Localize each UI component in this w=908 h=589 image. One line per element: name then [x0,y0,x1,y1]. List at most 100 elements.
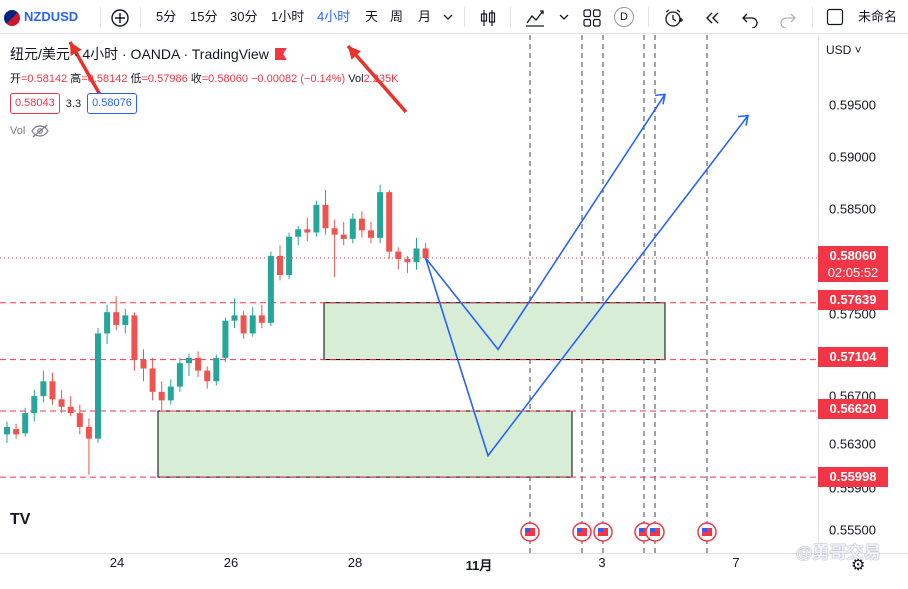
interval-1d[interactable]: 天 [365,9,379,24]
top-toolbar: NZDUSD 5分 15分 30分 1小时 4小时 天 周 月 D 未命名 [0,0,908,34]
candle-body [358,218,365,231]
interval-30m[interactable]: 30分 [230,9,258,24]
current-price: 0.58060 [829,248,877,263]
us-flag-canton [598,528,603,532]
us-flag-canton [702,528,707,532]
settings-gear-icon[interactable]: ⚙ [851,557,866,574]
candle-body [31,396,38,414]
x-tick: 3 [598,555,606,570]
candle-body [231,315,238,321]
templates-icon[interactable] [582,0,602,34]
candle-body [4,426,10,435]
projection-path [424,115,749,458]
x-tick: 28 [347,555,363,570]
layout-name[interactable]: 未命名 [858,9,898,24]
divider [100,7,101,27]
interval-5m[interactable]: 5分 [156,9,177,24]
candle-body [140,360,147,369]
divider [510,7,511,27]
candle-body [113,312,120,325]
interval-1w[interactable]: 周 [390,9,404,24]
candle-body [58,399,65,407]
price-chart[interactable] [0,35,818,553]
candle-body [422,248,429,258]
projection-path [424,93,666,351]
candle-body [322,204,329,229]
currency-label: USD [826,43,852,57]
candle-body [40,381,47,397]
eye-off-icon[interactable] [31,124,49,138]
redo-icon[interactable] [778,0,798,34]
low-label: 低 [130,73,142,85]
candle-body [85,426,92,439]
candle-body [204,370,211,382]
replay-icon[interactable] [702,0,722,34]
y-tick: 0.58500 [829,201,876,217]
candle-body [222,320,229,358]
ohlc-values: 开=0.58142 高=0.58142 低=0.57986 收=0.58060 … [10,70,398,86]
us-flag-canton [639,528,644,532]
candle-body [413,248,420,263]
candle-body [67,406,74,414]
spread-value: 3.3 [65,97,82,110]
chevron-down-icon[interactable] [558,0,570,34]
candle-body [249,315,256,334]
volume-indicator-legend: Vol [10,124,49,138]
candle-body [340,234,347,239]
currency-selector[interactable]: USD ˅ [826,43,862,57]
us-flag-canton [525,528,530,532]
chart-legend: 纽元/美元 · 4小时 · OANDA · TradingView [10,44,287,64]
level-tag: 0.57104 [818,347,888,367]
d-badge[interactable]: D [614,7,634,27]
compare-add-icon[interactable] [110,0,130,34]
divider [812,7,813,27]
annotation-arrow-interval [346,44,408,114]
candle-type-icon[interactable] [478,0,498,34]
us-flag-canton [650,528,655,532]
candle-body [295,229,302,237]
legend-title[interactable]: 纽元/美元 · 4小时 · OANDA · TradingView [10,46,269,62]
alert-clock-icon[interactable] [662,0,684,34]
us-flag-canton [577,528,582,532]
x-tick: 11月 [465,558,493,573]
interval-1h[interactable]: 1小时 [271,9,305,24]
interval-4h[interactable]: 4小时 [317,9,351,24]
divider [648,7,649,27]
undo-icon[interactable] [740,0,760,34]
candle-body [286,236,293,275]
buy-button[interactable]: 0.58076 [87,93,137,114]
flag-icon[interactable] [274,48,287,60]
trade-buttons: 0.58043 3.3 0.58076 [10,93,137,114]
sell-button[interactable]: 0.58043 [10,93,60,114]
interval-1mo[interactable]: 月 [418,9,432,24]
x-tick: 7 [732,555,740,570]
candle-body [313,204,320,233]
annotation-arrow-interval-head [348,46,362,60]
watermark: @勇哥交易 [796,543,881,562]
demand-zone-upper [323,302,666,361]
candle-body [277,255,283,275]
level-tag: 0.55998 [818,467,888,487]
y-tick: 0.59000 [829,149,876,165]
symbol-search[interactable]: NZDUSD [4,0,78,34]
indicators-icon[interactable] [524,0,546,34]
tradingview-logo[interactable]: TV [10,511,31,528]
volume-label[interactable]: Vol [10,125,26,137]
candle-body [368,230,374,238]
time-axis[interactable] [0,553,908,589]
candle-body [331,228,338,235]
candle-body [349,218,356,239]
chevron-down-icon[interactable] [442,0,454,34]
interval-15m[interactable]: 15分 [190,9,218,24]
candle-body [395,251,402,260]
projection-arrowhead [737,114,749,126]
candle-body [122,315,129,325]
divider [464,7,465,27]
high-value: =0.58142 [81,73,128,85]
open-label: 开 [10,73,21,85]
candle-body [131,315,138,360]
level-tag: 0.57639 [818,290,888,310]
candle-body [13,429,20,435]
symbol-label: NZDUSD [24,9,79,24]
layout-checkbox-icon[interactable] [826,0,844,34]
